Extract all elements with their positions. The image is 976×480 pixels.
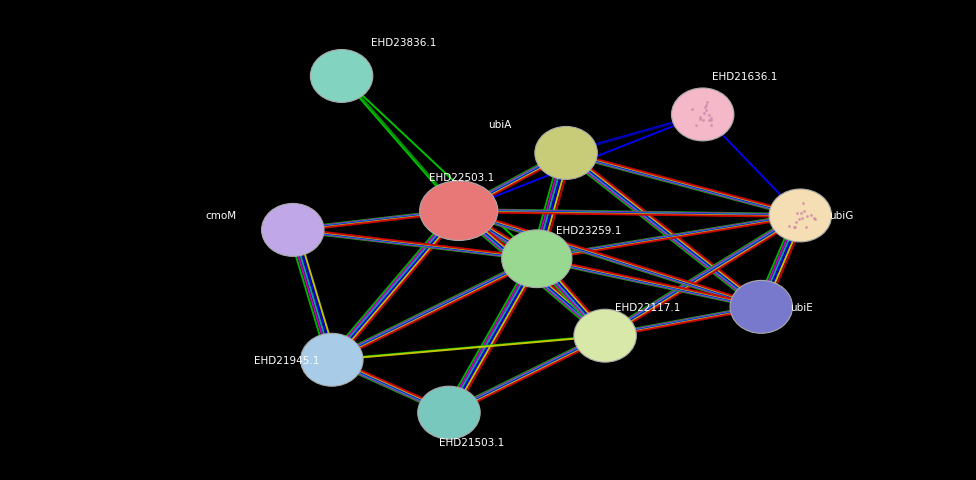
Ellipse shape	[730, 281, 793, 334]
Ellipse shape	[769, 190, 832, 242]
Text: EHD22503.1: EHD22503.1	[429, 173, 495, 182]
Ellipse shape	[671, 89, 734, 142]
Text: ubiE: ubiE	[791, 302, 813, 312]
Text: EHD23259.1: EHD23259.1	[556, 226, 622, 235]
Text: EHD21945.1: EHD21945.1	[254, 355, 319, 365]
Text: EHD21503.1: EHD21503.1	[439, 437, 505, 446]
Ellipse shape	[301, 334, 363, 386]
Text: ubiG: ubiG	[830, 211, 854, 221]
Ellipse shape	[262, 204, 324, 257]
Text: cmoM: cmoM	[205, 211, 236, 221]
Ellipse shape	[535, 127, 597, 180]
Ellipse shape	[502, 230, 572, 288]
Ellipse shape	[420, 181, 498, 241]
Text: EHD22117.1: EHD22117.1	[615, 302, 680, 312]
Ellipse shape	[310, 50, 373, 103]
Text: EHD23836.1: EHD23836.1	[371, 38, 436, 48]
Ellipse shape	[418, 386, 480, 439]
Text: EHD21636.1: EHD21636.1	[712, 72, 778, 82]
Text: ubiA: ubiA	[488, 120, 511, 130]
Ellipse shape	[574, 310, 636, 362]
